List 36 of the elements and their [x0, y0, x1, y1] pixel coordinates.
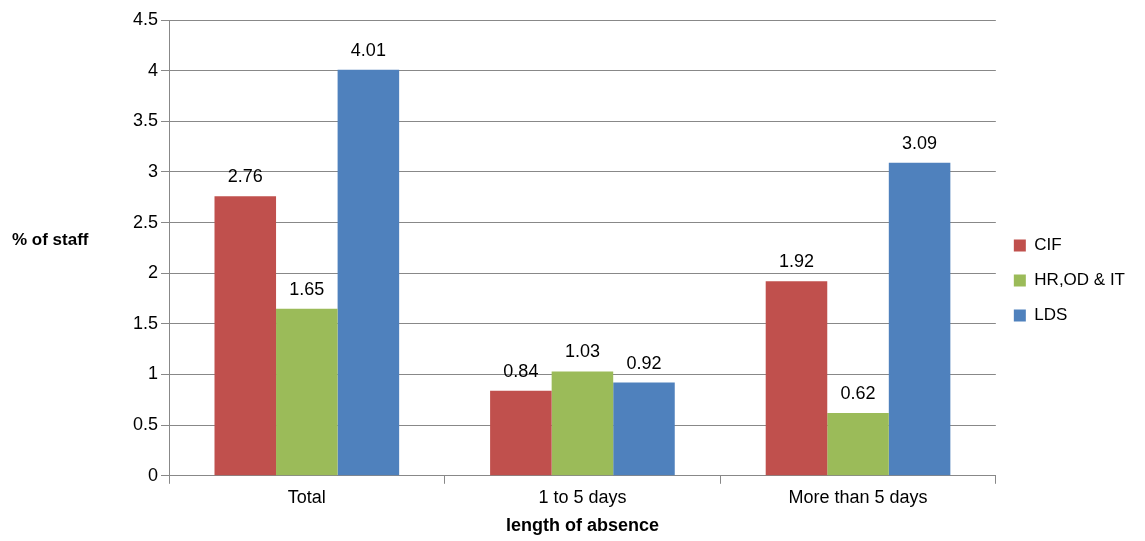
- y-axis-title: % of staff: [12, 230, 89, 250]
- legend-label: LDS: [1034, 305, 1068, 325]
- data-label: 1.92: [778, 251, 814, 272]
- data-label: 1.03: [564, 341, 600, 362]
- data-label: 3.09: [902, 132, 938, 153]
- bar: [765, 281, 828, 476]
- y-tick-label: 0: [148, 464, 159, 485]
- legend-label: HR,OD & IT: [1034, 270, 1125, 290]
- y-tick-label: 1: [148, 363, 159, 384]
- bar: [551, 371, 614, 476]
- y-tick-label: 4: [148, 59, 159, 80]
- bar: [827, 413, 889, 476]
- bar: [888, 162, 951, 476]
- data-label: 0.84: [503, 360, 539, 381]
- data-label: 0.92: [626, 352, 662, 373]
- bar: [276, 308, 338, 476]
- data-label: 2.76: [227, 166, 263, 187]
- bar: [337, 69, 400, 476]
- y-tick-label: 2.5: [132, 211, 159, 232]
- y-tick-label: 0.5: [132, 414, 159, 435]
- data-label: 4.01: [350, 39, 386, 60]
- y-tick-label: 3.5: [132, 110, 159, 131]
- y-tick-label: 2: [148, 262, 159, 283]
- x-axis-title: length of absence: [505, 515, 659, 536]
- bar: [613, 382, 675, 476]
- y-tick-label: 3: [148, 160, 159, 181]
- x-tick-label: More than 5 days: [788, 486, 928, 507]
- bar: [214, 196, 277, 476]
- data-label: 0.62: [840, 382, 876, 403]
- y-tick-label: 1.5: [132, 312, 159, 333]
- x-tick-label: 1 to 5 days: [538, 486, 627, 507]
- x-tick-label: Total: [287, 486, 326, 507]
- bar: [490, 390, 552, 476]
- data-label: 1.65: [289, 278, 325, 299]
- legend-label: CIF: [1034, 235, 1062, 255]
- y-tick-label: 4.5: [132, 8, 159, 29]
